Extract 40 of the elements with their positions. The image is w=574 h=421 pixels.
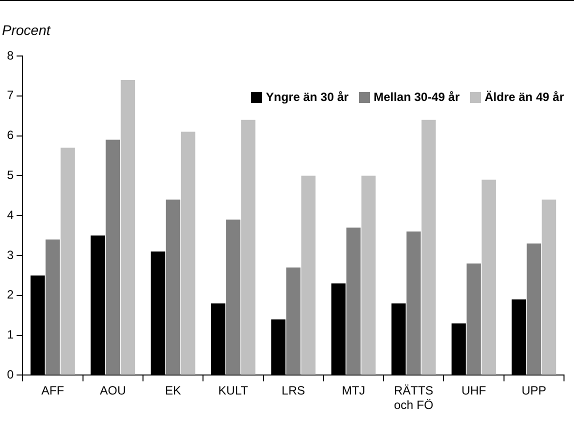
- x-tick-label: UHF: [461, 384, 486, 398]
- bar: [241, 120, 256, 375]
- bar: [226, 220, 240, 375]
- y-tick-label: 4: [6, 208, 14, 222]
- bar: [361, 176, 376, 375]
- legend-label: Mellan 30-49 år: [374, 90, 460, 104]
- y-tick-label: 5: [6, 168, 14, 182]
- x-tick-label: MTJ: [342, 384, 366, 398]
- y-tick-label: 3: [6, 248, 14, 262]
- y-tick-label: 7: [6, 88, 14, 102]
- bar: [542, 200, 556, 375]
- bar: [482, 180, 496, 375]
- y-axis-title: Procent: [1, 21, 52, 40]
- legend-label: Yngre än 30 år: [266, 90, 349, 104]
- x-tick-label: UPP: [522, 384, 546, 398]
- bar: [346, 228, 361, 375]
- bar: [106, 140, 120, 375]
- y-tick-label: 8: [6, 48, 14, 62]
- legend-label: Äldre än 49 år: [484, 90, 564, 104]
- bar: [180, 132, 196, 375]
- x-tick-label: LRS: [282, 384, 306, 398]
- x-tick-label: AFF: [41, 384, 64, 398]
- bar: [406, 232, 421, 375]
- x-tick-label: KULT: [218, 384, 249, 398]
- bar: [526, 244, 542, 375]
- bar: [120, 80, 136, 375]
- y-tick-label: 6: [6, 128, 14, 142]
- bar: [46, 240, 60, 375]
- x-tick-label: RÄTTS och FÖ: [394, 384, 434, 412]
- bar: [301, 176, 316, 375]
- y-tick-label: 1: [6, 328, 14, 342]
- bar: [286, 267, 300, 375]
- bar: [422, 120, 436, 375]
- x-tick-label: EK: [165, 384, 182, 398]
- bar: [60, 148, 75, 375]
- x-tick-label: AOU: [100, 384, 126, 398]
- bar: [166, 200, 180, 375]
- y-tick-label: 2: [6, 288, 14, 302]
- bar: [466, 263, 481, 375]
- y-tick-label: 0: [6, 368, 14, 382]
